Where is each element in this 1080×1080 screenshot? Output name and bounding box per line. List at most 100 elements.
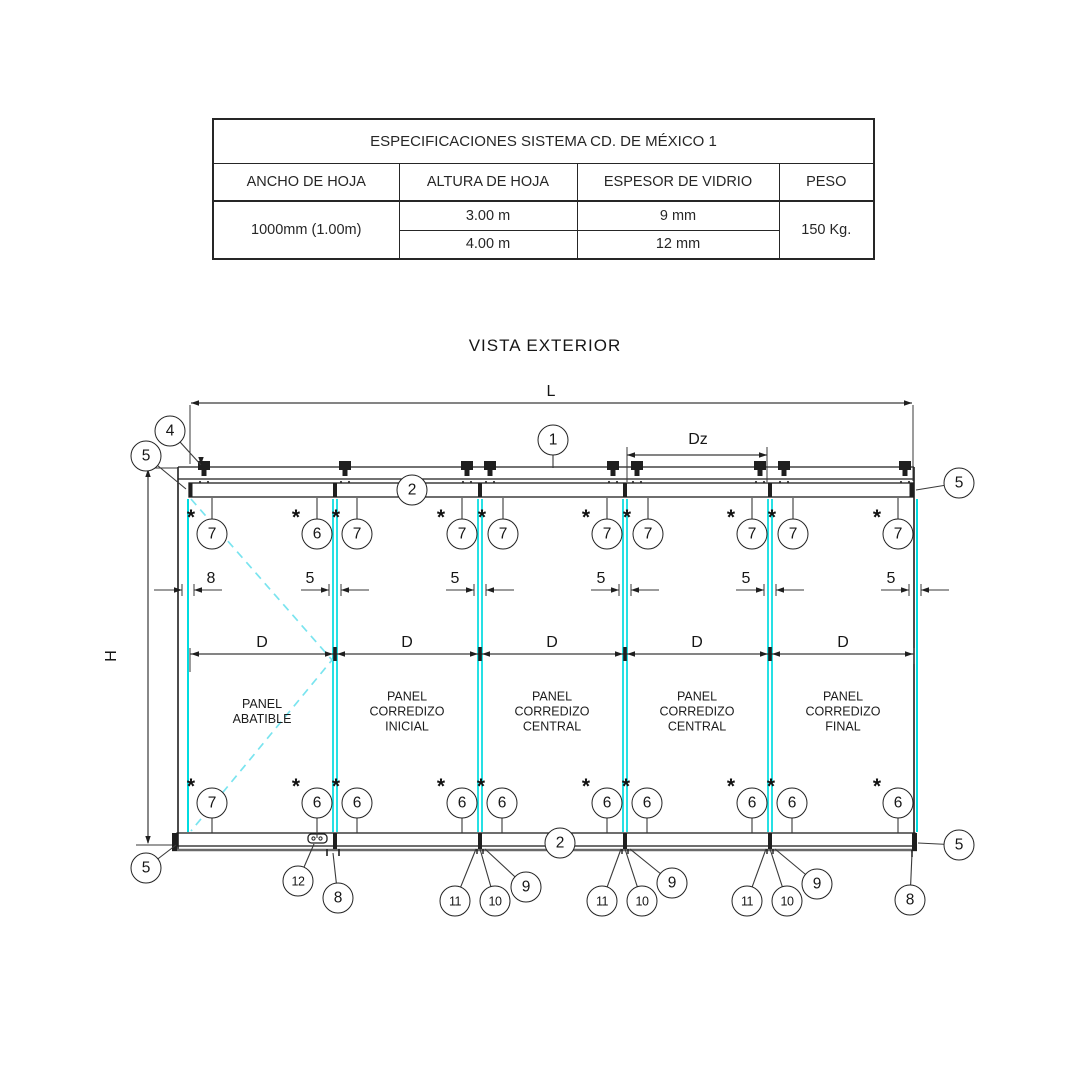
dim-arrow: [904, 400, 912, 406]
roller-carriage: [607, 461, 619, 470]
dim-arrow: [191, 651, 199, 657]
dim-arrow: [337, 651, 345, 657]
col-header-ancho: ANCHO DE HOJA: [212, 162, 400, 202]
dim-arrow: [901, 587, 909, 593]
leader-line: [917, 842, 960, 846]
roller-stem: [634, 470, 640, 476]
dim-arrow: [486, 587, 494, 593]
cell-ancho: 1000mm (1.00m): [212, 200, 400, 260]
roller-stem: [781, 470, 787, 476]
bar-endcap-left: [189, 483, 193, 497]
roller-dot: [469, 480, 473, 484]
joint-tick-top: [333, 483, 337, 497]
joint-tick-bottom: [623, 833, 627, 849]
dim-arrow: [321, 587, 329, 593]
dim-arrow: [627, 651, 635, 657]
dim-D-joint-tick: [478, 647, 482, 661]
roller-carriage: [899, 461, 911, 470]
roller-dot: [484, 480, 488, 484]
roller-stem: [464, 470, 470, 476]
lock-screw: [318, 836, 323, 841]
joint-tick-top: [623, 483, 627, 497]
col-header-peso: PESO: [778, 162, 875, 202]
joint-tick-bottom: [333, 833, 337, 849]
dim-arrow: [760, 651, 768, 657]
roller-dot: [639, 480, 643, 484]
roller-dot: [762, 480, 766, 484]
cell-peso: 150 Kg.: [778, 200, 875, 260]
roller-carriage: [461, 461, 473, 470]
joint-tick-top: [478, 483, 482, 497]
leader-line: [145, 455, 187, 490]
cell-espesor-2: 12 mm: [576, 229, 780, 260]
joint-tick-top: [768, 483, 772, 497]
dim-arrow: [631, 587, 639, 593]
dim-D-joint-tick: [333, 647, 337, 661]
rail-endcap-right: [912, 833, 917, 851]
roller-carriage: [339, 461, 351, 470]
leader-line: [484, 848, 527, 888]
dim-D-joint-tick: [623, 647, 627, 661]
roller-dot: [631, 480, 635, 484]
leader-line: [454, 848, 477, 902]
roller-carriage: [484, 461, 496, 470]
roller-carriage: [198, 461, 210, 470]
leader-line: [629, 848, 673, 884]
dim-arrow: [615, 651, 623, 657]
dim-D-joint-tick: [768, 647, 772, 661]
roller-dot: [754, 480, 758, 484]
roller-dot: [786, 480, 790, 484]
roller-dot: [615, 480, 619, 484]
roller-dot: [461, 480, 465, 484]
roller-stem: [610, 470, 616, 476]
dim-arrow: [194, 587, 202, 593]
cell-altura-2: 4.00 m: [398, 229, 578, 260]
roller-carriage: [754, 461, 766, 470]
dim-arrow: [145, 469, 151, 477]
dim-arrow: [341, 587, 349, 593]
roller-carriage: [631, 461, 643, 470]
joint-tick-bottom: [768, 833, 772, 849]
roller-dot: [347, 480, 351, 484]
dim-arrow: [772, 651, 780, 657]
leader-line: [332, 852, 339, 899]
dim-arrow: [482, 651, 490, 657]
leader-line: [746, 848, 767, 902]
roller-stem: [342, 470, 348, 476]
joint-tick-bottom: [478, 833, 482, 849]
dim-arrow: [145, 836, 151, 844]
roller-dot: [907, 480, 911, 484]
roller-dot: [492, 480, 496, 484]
roller-dot: [339, 480, 343, 484]
rail-endcap-left: [172, 833, 177, 851]
roller-dot: [198, 480, 202, 484]
bar-endcap-right: [909, 483, 913, 497]
dim-arrow: [466, 587, 474, 593]
lock-screw: [311, 836, 316, 841]
leader-line: [774, 848, 818, 885]
leader-line: [915, 482, 960, 491]
roller-stem: [487, 470, 493, 476]
roller-stem: [757, 470, 763, 476]
leader-line: [601, 848, 622, 902]
dim-arrow: [759, 452, 767, 458]
dim-arrow: [905, 651, 913, 657]
dim-arrow: [627, 452, 635, 458]
dim-arrow: [776, 587, 784, 593]
dim-arrow: [921, 587, 929, 593]
leader-line: [145, 844, 177, 869]
dim-arrow: [191, 400, 199, 406]
spec-table: ESPECIFICACIONES SISTEMA CD. DE MÉXICO 1…: [212, 118, 875, 260]
col-header-espesor: ESPESOR DE VIDRIO: [576, 162, 780, 202]
header-bar: [188, 482, 914, 498]
dim-arrow: [325, 651, 333, 657]
swing-dashed-line: [190, 498, 334, 832]
dim-arrow: [756, 587, 764, 593]
roller-stem: [201, 470, 207, 476]
cell-espesor-1: 9 mm: [576, 200, 780, 231]
dim-arrow: [470, 651, 478, 657]
dim-arrow: [174, 587, 182, 593]
dim-arrow: [611, 587, 619, 593]
